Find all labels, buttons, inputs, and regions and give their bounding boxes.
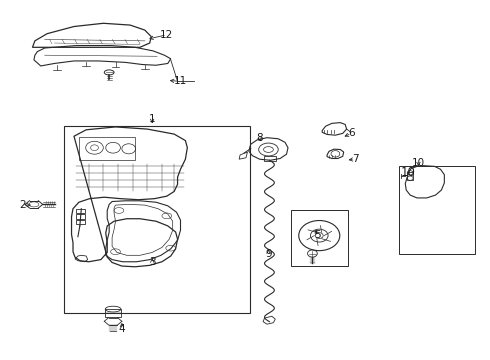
Text: 12: 12 [160, 30, 173, 40]
Bar [64, 126, 250, 313]
Bar [399, 166, 475, 253]
Bar [105, 309, 121, 317]
Bar [264, 156, 276, 161]
Bar [76, 220, 85, 225]
Text: 7: 7 [352, 154, 358, 164]
Bar [79, 137, 135, 160]
Bar [76, 215, 85, 219]
Text: 4: 4 [119, 324, 125, 334]
Text: 11: 11 [174, 76, 187, 86]
Bar [76, 209, 85, 213]
Bar [292, 211, 347, 266]
Text: 8: 8 [256, 133, 263, 143]
Text: 2: 2 [20, 200, 26, 210]
Text: 5: 5 [314, 230, 320, 239]
Text: 3: 3 [149, 257, 155, 267]
Text: 9: 9 [265, 248, 272, 258]
Text: 1: 1 [149, 114, 155, 124]
Text: 6: 6 [348, 129, 355, 138]
Text: 10: 10 [400, 166, 415, 179]
Text: 10: 10 [412, 158, 425, 168]
Bar [407, 172, 413, 180]
